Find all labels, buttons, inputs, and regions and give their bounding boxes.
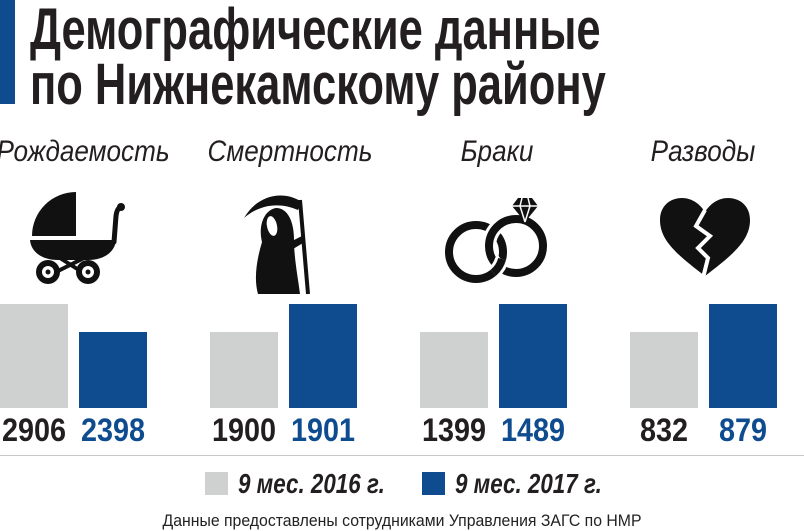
value-label-divorces-2017: 879 [718, 412, 768, 448]
bar-chart: 2906 2398 1900 1901 1399 1489 832 879 [0, 304, 777, 448]
legend-swatch-2017 [422, 472, 445, 495]
value-label-marriages-2016: 1399 [421, 412, 487, 448]
category-label-marriages: Браки [460, 135, 534, 168]
legend-label-2016: 9 мес. 2016 г. [238, 468, 385, 499]
category-label-deaths: Смертность [207, 135, 373, 168]
value-label-deaths-2016: 1900 [211, 412, 277, 448]
value-label-births-2017: 2398 [80, 412, 146, 448]
legend-label-2017: 9 мес. 2017 г. [455, 468, 602, 499]
wedding-rings-icon [445, 197, 550, 283]
bar-marriages-2017 [499, 304, 567, 408]
bar-births-2016 [0, 304, 68, 408]
title-accent-bar [0, 0, 15, 104]
bar-divorces-2017 [709, 304, 777, 408]
value-label-marriages-2017: 1489 [500, 412, 566, 448]
bar-births-2017 [79, 332, 147, 408]
broken-heart-icon [660, 198, 750, 279]
legend-swatch-2016 [205, 472, 228, 495]
category-label-divorces: Разводы [650, 135, 756, 168]
legend-divider [0, 455, 804, 456]
bar-deaths-2016 [210, 332, 278, 408]
value-label-deaths-2017: 1901 [290, 412, 356, 448]
page-title-line-2: по Нижнекамскому району [30, 52, 606, 117]
baby-stroller-icon [30, 192, 125, 284]
bar-divorces-2016 [630, 332, 698, 408]
bar-marriages-2016 [420, 332, 488, 408]
page-title-line-1: Демографические данные [30, 0, 601, 62]
bar-deaths-2017 [289, 304, 357, 408]
value-label-births-2016: 2906 [1, 412, 67, 448]
source-footnote: Данные предоставлены сотрудниками Управл… [162, 511, 642, 530]
value-label-divorces-2016: 832 [639, 412, 689, 448]
category-label-births: Рождаемость [0, 135, 170, 168]
grim-reaper-icon [244, 195, 310, 295]
